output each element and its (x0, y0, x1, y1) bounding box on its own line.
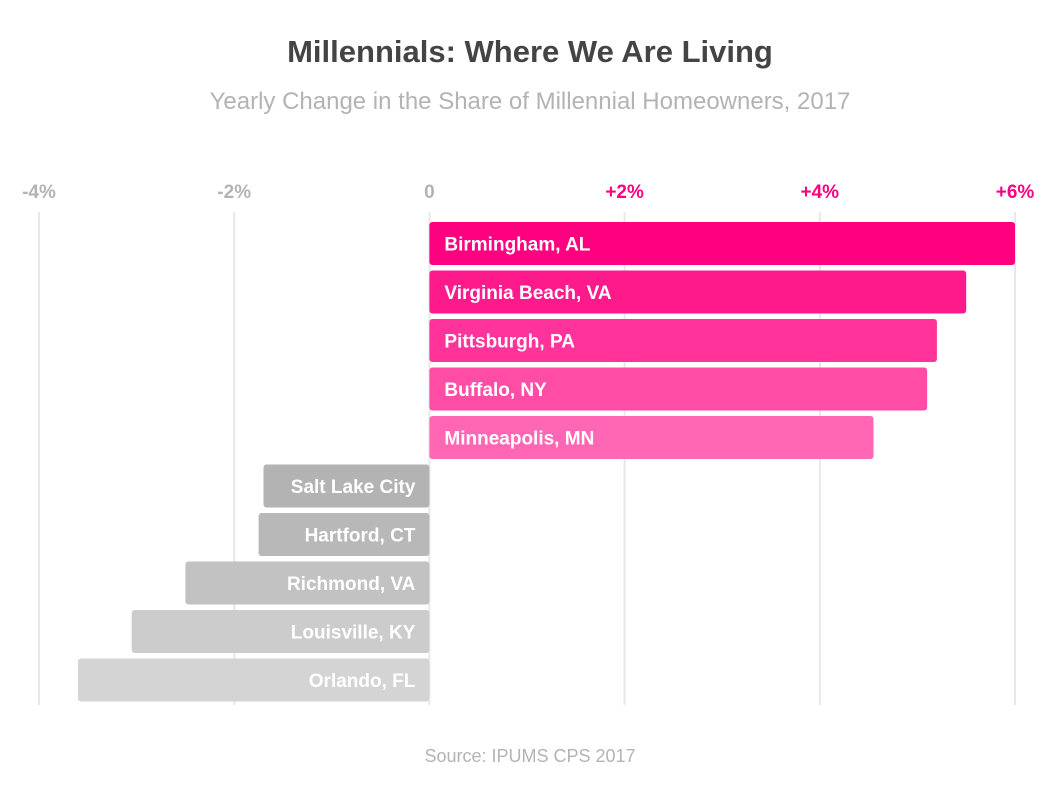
bar-label: Hartford, CT (305, 526, 416, 547)
bar (429, 367, 928, 411)
bar-label: Birmingham, AL (444, 235, 590, 256)
bar-label: Louisville, KY (291, 623, 416, 644)
x-tick-label: +2% (605, 182, 644, 203)
chart-subtitle: Yearly Change in the Share of Millennial… (209, 88, 851, 115)
bar-label: Pittsburgh, PA (444, 332, 575, 353)
bar-label: Salt Lake City (291, 477, 416, 498)
bar-label: Richmond, VA (287, 574, 416, 595)
bar-label: Buffalo, NY (444, 380, 547, 401)
x-tick-label: +6% (996, 182, 1035, 203)
chart-title: Millennials: Where We Are Living (287, 34, 773, 69)
source-note: Source: IPUMS CPS 2017 (424, 746, 636, 766)
bar (429, 416, 874, 459)
bar (131, 610, 430, 653)
bars: Birmingham, AL Virginia Beach, VA Pittsbur… (78, 222, 1015, 702)
bar-label: Virginia Beach, VA (444, 283, 611, 304)
x-tick-label: -2% (217, 182, 251, 203)
bar-label: Orlando, FL (309, 671, 416, 692)
bar (185, 561, 430, 605)
bar (429, 222, 1015, 265)
bar-label: Minneapolis, MN (444, 429, 594, 450)
bar (263, 464, 430, 508)
axis-ticks: -4% -2% 0 +2% +4% +6% (22, 182, 1034, 203)
bar (258, 513, 430, 556)
bar (429, 270, 967, 314)
x-tick-label: -4% (22, 182, 56, 203)
bar (78, 658, 430, 702)
bar (429, 319, 937, 362)
x-tick-label: 0 (424, 182, 435, 203)
x-tick-label: +4% (801, 182, 840, 203)
